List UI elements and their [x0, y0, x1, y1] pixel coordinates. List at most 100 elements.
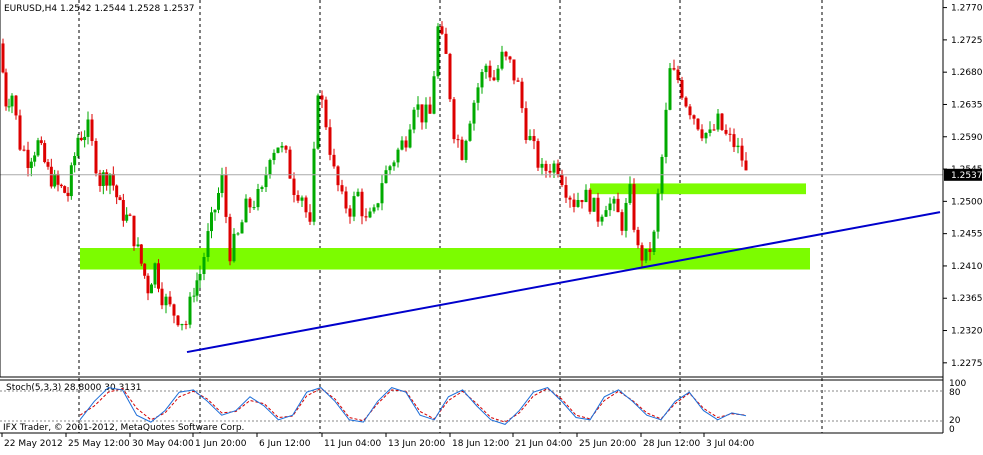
candle-body [26, 149, 30, 168]
candle-body [412, 109, 416, 130]
support-zone[interactable] [80, 248, 810, 270]
candle-body [700, 129, 704, 139]
candle-body [424, 104, 428, 123]
current-price-label: 1.2537 [951, 171, 983, 181]
candle-body [360, 191, 364, 217]
stoch-main-line [79, 387, 747, 425]
candle-body [195, 280, 199, 296]
candle-body [160, 288, 164, 306]
candle-body [636, 229, 640, 246]
candle-body [496, 68, 500, 81]
candle-body [210, 212, 213, 232]
candle-body [456, 139, 460, 141]
candle-body [108, 173, 112, 186]
candle-body [324, 99, 328, 128]
candle-body [59, 184, 63, 187]
candle-body [652, 231, 656, 252]
price-tick-label: 1.2410 [951, 262, 983, 272]
candle-body [736, 145, 740, 148]
candle-body [157, 263, 160, 289]
candle-body [620, 212, 624, 231]
candle-body [304, 197, 308, 213]
candle-body [49, 166, 53, 187]
candle-body [580, 199, 584, 203]
candle-body [480, 72, 484, 88]
candle-body [268, 160, 272, 175]
candle-body [380, 183, 384, 204]
candle-body [588, 189, 592, 212]
candle-body [198, 274, 202, 281]
candle-body [548, 170, 552, 173]
candle-body [56, 173, 60, 185]
candle-body [508, 56, 512, 60]
candle-body [206, 231, 210, 257]
candle-body [500, 51, 504, 69]
candle-body [217, 192, 220, 210]
candle-body [296, 195, 300, 201]
candle-body [472, 102, 476, 124]
candle-body [384, 170, 388, 184]
time-tick-label: 13 Jun 20:00 [388, 439, 445, 449]
price-tick-label: 1.2725 [951, 36, 983, 46]
candle-body [308, 212, 312, 222]
time-tick-label: 28 Jun 12:00 [643, 439, 700, 449]
candle-body [228, 216, 232, 262]
candle-body [202, 256, 206, 275]
candle-body [672, 68, 676, 70]
candle-body [724, 129, 728, 134]
candle-body [540, 163, 544, 168]
candle-body [150, 284, 153, 294]
candle-body [168, 296, 172, 305]
candle-body [86, 119, 90, 137]
candle-body [364, 216, 368, 218]
candle-body [468, 123, 472, 141]
candle-body [312, 148, 316, 222]
candle-body [712, 129, 716, 131]
candle-body [128, 214, 132, 216]
candle-body [14, 95, 18, 116]
candle-body [332, 154, 336, 167]
candle-body [1, 43, 5, 73]
candle-body [604, 210, 608, 217]
candle-body [248, 198, 252, 208]
candle-body [125, 214, 129, 221]
candle-body [684, 97, 688, 107]
candle-body [348, 208, 352, 217]
candle-body [388, 166, 392, 171]
candle-body [504, 51, 508, 57]
candle-body [76, 137, 80, 156]
current-price-tag [944, 168, 982, 181]
candle-body [164, 296, 168, 306]
candle-body [460, 139, 464, 160]
candle-body [436, 26, 440, 77]
candle-body [612, 198, 616, 204]
candle-body [596, 197, 600, 222]
candle-body [69, 165, 73, 197]
price-tick-label: 1.2365 [951, 294, 983, 304]
candle-body [664, 109, 668, 157]
price-tick-label: 1.2455 [951, 230, 983, 240]
candle-body [704, 132, 708, 139]
price-axis: 1.27701.27251.26801.26351.25901.25451.25… [943, 4, 983, 369]
candle-body [29, 161, 33, 168]
candle-body [476, 87, 480, 103]
candle-body [632, 184, 636, 230]
time-tick-label: 3 Jul 04:00 [706, 439, 755, 449]
candle-body [105, 172, 109, 186]
candle-body [608, 203, 612, 211]
candlestick-series [1, 21, 748, 331]
support-zone[interactable] [590, 183, 806, 195]
candle-body [512, 59, 516, 81]
candle-body [4, 72, 8, 107]
candle-body [176, 315, 180, 326]
candle-body [256, 188, 260, 208]
candle-body [10, 95, 14, 107]
candle-body [568, 197, 572, 200]
candle-body [132, 215, 136, 247]
candle-body [121, 199, 125, 221]
trendline[interactable] [186, 211, 941, 354]
candle-body [79, 137, 83, 141]
